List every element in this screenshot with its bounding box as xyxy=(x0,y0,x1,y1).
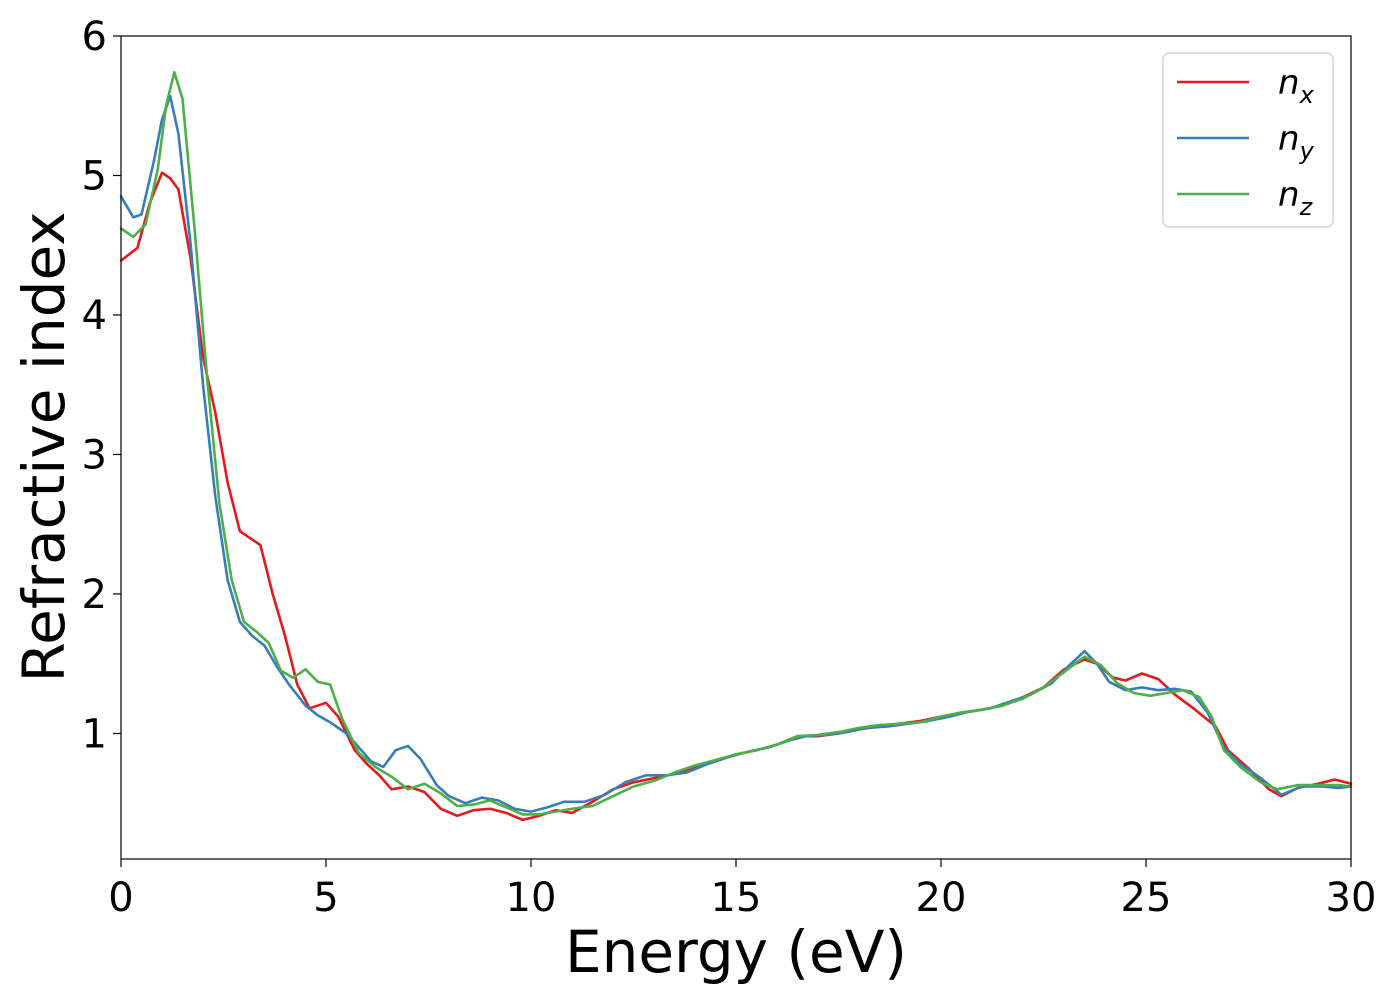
y-tick-label: 5 xyxy=(82,153,107,199)
y-tick-label: 1 xyxy=(82,711,107,757)
y-tick-label: 4 xyxy=(82,293,107,339)
legend: nx ny nz xyxy=(1162,52,1334,228)
legend-label-ny: ny xyxy=(1278,119,1315,165)
x-tick-label: 5 xyxy=(313,875,338,921)
y-tick-label: 2 xyxy=(82,572,107,618)
series-line-nx xyxy=(119,171,1353,822)
x-axis-label: Energy (eV) xyxy=(565,918,907,986)
legend-label-nx: nx xyxy=(1278,63,1315,109)
x-tick-label: 10 xyxy=(506,875,557,921)
y-tick-label: 6 xyxy=(82,14,107,60)
series-line-nz xyxy=(119,71,1353,816)
series-line-ny xyxy=(119,94,1353,813)
y-tick-label: 3 xyxy=(82,432,107,478)
y-axis-label: Refractive index xyxy=(10,211,78,682)
x-tick-label: 20 xyxy=(916,875,967,921)
x-tick-label: 25 xyxy=(1121,875,1172,921)
plot-frame xyxy=(120,35,1352,860)
x-tick-label: 30 xyxy=(1326,875,1377,921)
x-tick-label: 15 xyxy=(711,875,762,921)
legend-box xyxy=(1162,52,1334,228)
legend-label-nz: nz xyxy=(1278,175,1314,221)
x-tick-label: 0 xyxy=(108,875,133,921)
